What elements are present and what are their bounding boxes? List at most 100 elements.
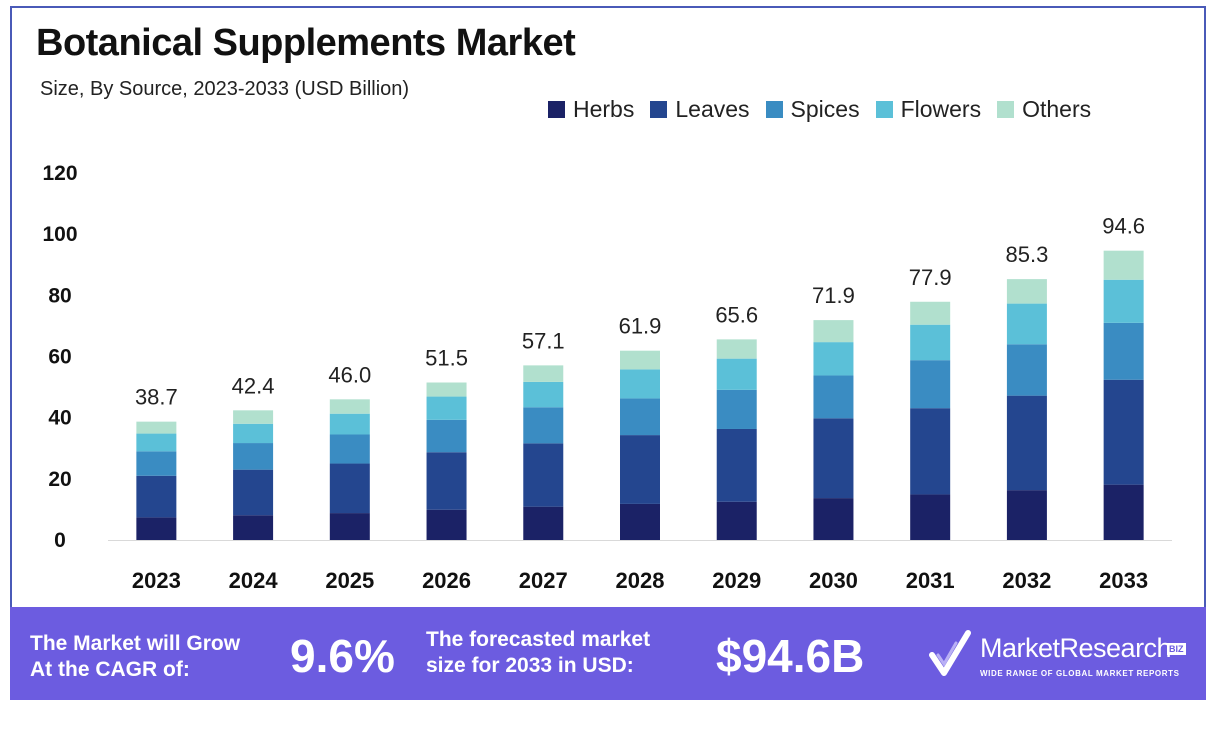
bar-segment-leaves-2024 <box>233 469 274 516</box>
cagr-caption: The Market will Grow At the CAGR of: <box>30 631 240 683</box>
logo-biz-badge: BIZ <box>1167 643 1186 655</box>
x-tick-label-2033: 2033 <box>1099 568 1148 593</box>
forecast-caption-line2: size for 2033 in USD: <box>426 654 634 677</box>
legend-swatch-flowers <box>875 101 893 118</box>
bar-segment-herbs-2031 <box>910 494 951 540</box>
bar-segment-herbs-2032 <box>1006 490 1047 540</box>
bar-segment-flowers-2023 <box>136 433 177 452</box>
legend-item-flowers: Flowers <box>875 96 982 123</box>
bar-segment-flowers-2026 <box>426 396 467 420</box>
bar-segment-herbs-2028 <box>620 503 660 540</box>
total-label-2029: 65.6 <box>715 302 758 327</box>
bar-segment-leaves-2030 <box>813 418 854 499</box>
bar-segment-leaves-2032 <box>1006 395 1047 491</box>
bar-segment-others-2027 <box>523 365 564 382</box>
bar-segment-spices-2026 <box>426 419 467 453</box>
marketresearch-logo: MarketResearch BIZ WIDE RANGE OF GLOBAL … <box>928 625 1198 685</box>
bar-segment-flowers-2032 <box>1006 303 1047 345</box>
y-tick-label-0: 0 <box>54 529 66 552</box>
bar-segment-others-2028 <box>620 350 660 370</box>
cagr-caption-line2: At the CAGR of: <box>30 658 190 681</box>
y-tick-label-60: 60 <box>48 346 71 369</box>
total-label-2023: 38.7 <box>135 385 178 410</box>
bar-segment-others-2031 <box>910 301 951 325</box>
bar-segment-spices-2031 <box>910 360 951 409</box>
x-tick-label-2031: 2031 <box>906 568 955 593</box>
total-label-2027: 57.1 <box>522 328 565 353</box>
bar-segment-flowers-2030 <box>813 342 854 376</box>
total-label-2028: 61.9 <box>619 314 662 339</box>
x-tick-label-2029: 2029 <box>712 568 761 593</box>
bar-segment-herbs-2027 <box>523 506 564 540</box>
chart-title: Botanical Supplements Market <box>36 22 576 64</box>
logo-name: MarketResearch <box>980 633 1172 663</box>
legend-item-spices: Spices <box>765 96 860 123</box>
total-label-2033: 94.6 <box>1102 214 1145 239</box>
legend-swatch-others <box>997 101 1015 118</box>
legend-item-herbs: Herbs <box>548 96 634 123</box>
bar-segment-spices-2027 <box>523 407 564 444</box>
bar-segment-flowers-2033 <box>1103 279 1144 323</box>
stacked-bar-chart: 0 20 40 60 80 100 120 38.7 2023 42.4 2024 46.0 2025 5… <box>42 162 1172 593</box>
bar-segment-spices-2025 <box>329 434 370 464</box>
bar-segment-spices-2033 <box>1103 322 1144 380</box>
x-tick-label-2028: 2028 <box>616 568 665 593</box>
bar-segment-flowers-2029 <box>716 358 757 390</box>
bar-segment-leaves-2028 <box>620 435 660 504</box>
legend-label-leaves: Leaves <box>675 96 750 122</box>
legend-item-others: Others <box>997 96 1091 123</box>
bar-segment-herbs-2026 <box>426 509 467 540</box>
bar-segment-others-2032 <box>1006 279 1047 304</box>
legend-label-others: Others <box>1022 96 1092 122</box>
bar-segment-herbs-2029 <box>716 501 757 540</box>
bar-segment-others-2030 <box>813 320 854 343</box>
y-tick-label-20: 20 <box>48 468 71 491</box>
bar-segment-flowers-2027 <box>523 381 564 408</box>
bar-segment-others-2026 <box>426 382 467 397</box>
y-tick-label-40: 40 <box>48 407 71 430</box>
chart-subtitle: Size, By Source, 2023-2033 (USD Billion) <box>40 78 410 100</box>
bar-segment-leaves-2023 <box>136 475 177 518</box>
y-tick-label-100: 100 <box>42 223 77 246</box>
bar-segment-flowers-2028 <box>620 369 660 399</box>
chart-frame <box>10 6 1206 700</box>
total-label-2025: 46.0 <box>328 362 371 387</box>
legend-label-herbs: Herbs <box>573 96 635 122</box>
x-tick-label-2023: 2023 <box>132 568 181 593</box>
bar-segment-herbs-2030 <box>813 498 854 540</box>
bar-segment-spices-2024 <box>233 443 274 470</box>
x-tick-label-2026: 2026 <box>422 568 471 593</box>
legend-label-spices: Spices <box>790 96 860 122</box>
bar-segment-leaves-2031 <box>910 408 951 495</box>
bar-segment-flowers-2025 <box>329 413 370 435</box>
bar-segment-others-2024 <box>233 410 274 424</box>
legend-swatch-leaves <box>650 101 668 118</box>
forecast-caption-line1: The forecasted market <box>426 628 651 651</box>
cagr-value: 9.6% <box>290 630 395 682</box>
legend-swatch-spices <box>765 101 783 118</box>
total-label-2024: 42.4 <box>232 373 275 398</box>
total-label-2026: 51.5 <box>425 345 468 370</box>
bar-segment-others-2029 <box>716 339 757 359</box>
x-tick-label-2030: 2030 <box>809 568 858 593</box>
forecast-value: $94.6B <box>716 630 865 682</box>
legend-swatch-herbs <box>548 101 565 118</box>
total-label-2031: 77.9 <box>909 265 952 290</box>
total-label-2032: 85.3 <box>1005 242 1048 267</box>
x-tick-label-2032: 2032 <box>1002 568 1051 593</box>
bar-segment-others-2023 <box>136 421 177 434</box>
y-tick-label-120: 120 <box>42 162 77 185</box>
cagr-caption-line1: The Market will Grow <box>30 632 241 655</box>
y-tick-label-80: 80 <box>48 284 71 307</box>
bar-segment-spices-2023 <box>136 451 177 476</box>
bar-segment-herbs-2024 <box>233 515 274 540</box>
x-tick-label-2027: 2027 <box>519 568 568 593</box>
bar-segment-spices-2030 <box>813 375 854 419</box>
x-tick-label-2025: 2025 <box>325 568 374 593</box>
footer-banner: The Market will Grow At the CAGR of: 9.6… <box>10 607 1206 700</box>
legend-label-flowers: Flowers <box>900 96 982 122</box>
bar-segment-leaves-2026 <box>426 452 467 510</box>
forecast-caption: The forecasted market size for 2033 in U… <box>426 627 650 679</box>
bar-segment-others-2025 <box>329 399 370 414</box>
bar-segment-herbs-2023 <box>136 517 177 540</box>
